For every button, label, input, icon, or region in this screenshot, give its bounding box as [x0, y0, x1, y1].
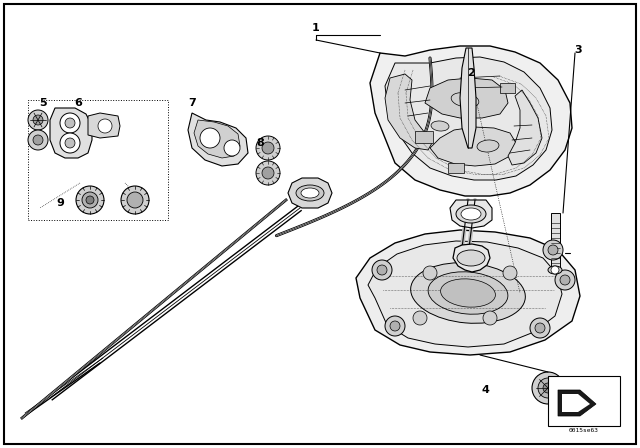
Text: 0015se63: 0015se63: [569, 427, 599, 432]
Circle shape: [390, 321, 400, 331]
Circle shape: [256, 161, 280, 185]
Circle shape: [548, 245, 558, 255]
Circle shape: [555, 270, 575, 290]
Circle shape: [423, 266, 437, 280]
Polygon shape: [288, 178, 332, 208]
Circle shape: [200, 128, 220, 148]
Ellipse shape: [440, 279, 495, 307]
Circle shape: [33, 115, 43, 125]
Circle shape: [256, 136, 280, 160]
Polygon shape: [385, 74, 432, 150]
Ellipse shape: [296, 185, 324, 201]
Circle shape: [530, 318, 550, 338]
Circle shape: [262, 142, 274, 154]
Ellipse shape: [431, 121, 449, 131]
Ellipse shape: [451, 93, 479, 108]
Circle shape: [65, 118, 75, 128]
Text: 8: 8: [256, 138, 264, 148]
Circle shape: [224, 140, 240, 156]
Circle shape: [532, 372, 564, 404]
Circle shape: [385, 316, 405, 336]
Ellipse shape: [461, 208, 481, 220]
Polygon shape: [450, 200, 492, 228]
Circle shape: [28, 130, 48, 150]
Bar: [500, 83, 515, 93]
Polygon shape: [356, 230, 580, 355]
Bar: [551, 213, 560, 268]
Polygon shape: [425, 78, 508, 118]
Circle shape: [535, 323, 545, 333]
Ellipse shape: [456, 205, 486, 223]
Circle shape: [82, 192, 98, 208]
Circle shape: [86, 196, 94, 204]
Ellipse shape: [457, 250, 485, 266]
Circle shape: [121, 186, 149, 214]
Polygon shape: [430, 127, 516, 166]
Circle shape: [127, 192, 143, 208]
Polygon shape: [558, 390, 596, 416]
Circle shape: [372, 260, 392, 280]
Text: 3: 3: [574, 45, 582, 55]
Circle shape: [60, 133, 80, 153]
Bar: [548, 376, 620, 426]
Circle shape: [503, 266, 517, 280]
Text: 9: 9: [56, 198, 64, 208]
Text: 1: 1: [312, 23, 320, 33]
Text: 7: 7: [188, 98, 196, 108]
Polygon shape: [508, 90, 542, 165]
Text: 4: 4: [481, 385, 489, 395]
Polygon shape: [460, 48, 476, 148]
Text: 2: 2: [467, 68, 475, 78]
Circle shape: [560, 275, 570, 285]
Polygon shape: [188, 113, 248, 166]
Bar: [448, 163, 464, 173]
Polygon shape: [453, 244, 490, 272]
Circle shape: [413, 311, 427, 325]
Circle shape: [543, 240, 563, 260]
Text: 6: 6: [74, 98, 82, 108]
Ellipse shape: [548, 266, 562, 274]
Bar: [415, 131, 433, 143]
Circle shape: [65, 138, 75, 148]
Circle shape: [98, 119, 112, 133]
Polygon shape: [50, 108, 92, 158]
Polygon shape: [368, 241, 562, 347]
Circle shape: [262, 167, 274, 179]
Circle shape: [483, 311, 497, 325]
Circle shape: [28, 110, 48, 130]
Polygon shape: [385, 57, 552, 180]
Circle shape: [76, 186, 104, 214]
Polygon shape: [88, 113, 120, 138]
Circle shape: [551, 266, 559, 274]
Circle shape: [33, 135, 43, 145]
Bar: [28, 100, 168, 220]
Polygon shape: [370, 46, 572, 196]
Ellipse shape: [477, 140, 499, 152]
Ellipse shape: [428, 272, 508, 314]
Polygon shape: [562, 394, 590, 412]
Circle shape: [60, 113, 80, 133]
Ellipse shape: [411, 263, 525, 323]
Polygon shape: [194, 120, 240, 158]
Ellipse shape: [301, 188, 319, 198]
Circle shape: [543, 383, 553, 393]
Text: 5: 5: [39, 98, 47, 108]
Circle shape: [377, 265, 387, 275]
Circle shape: [538, 378, 558, 398]
